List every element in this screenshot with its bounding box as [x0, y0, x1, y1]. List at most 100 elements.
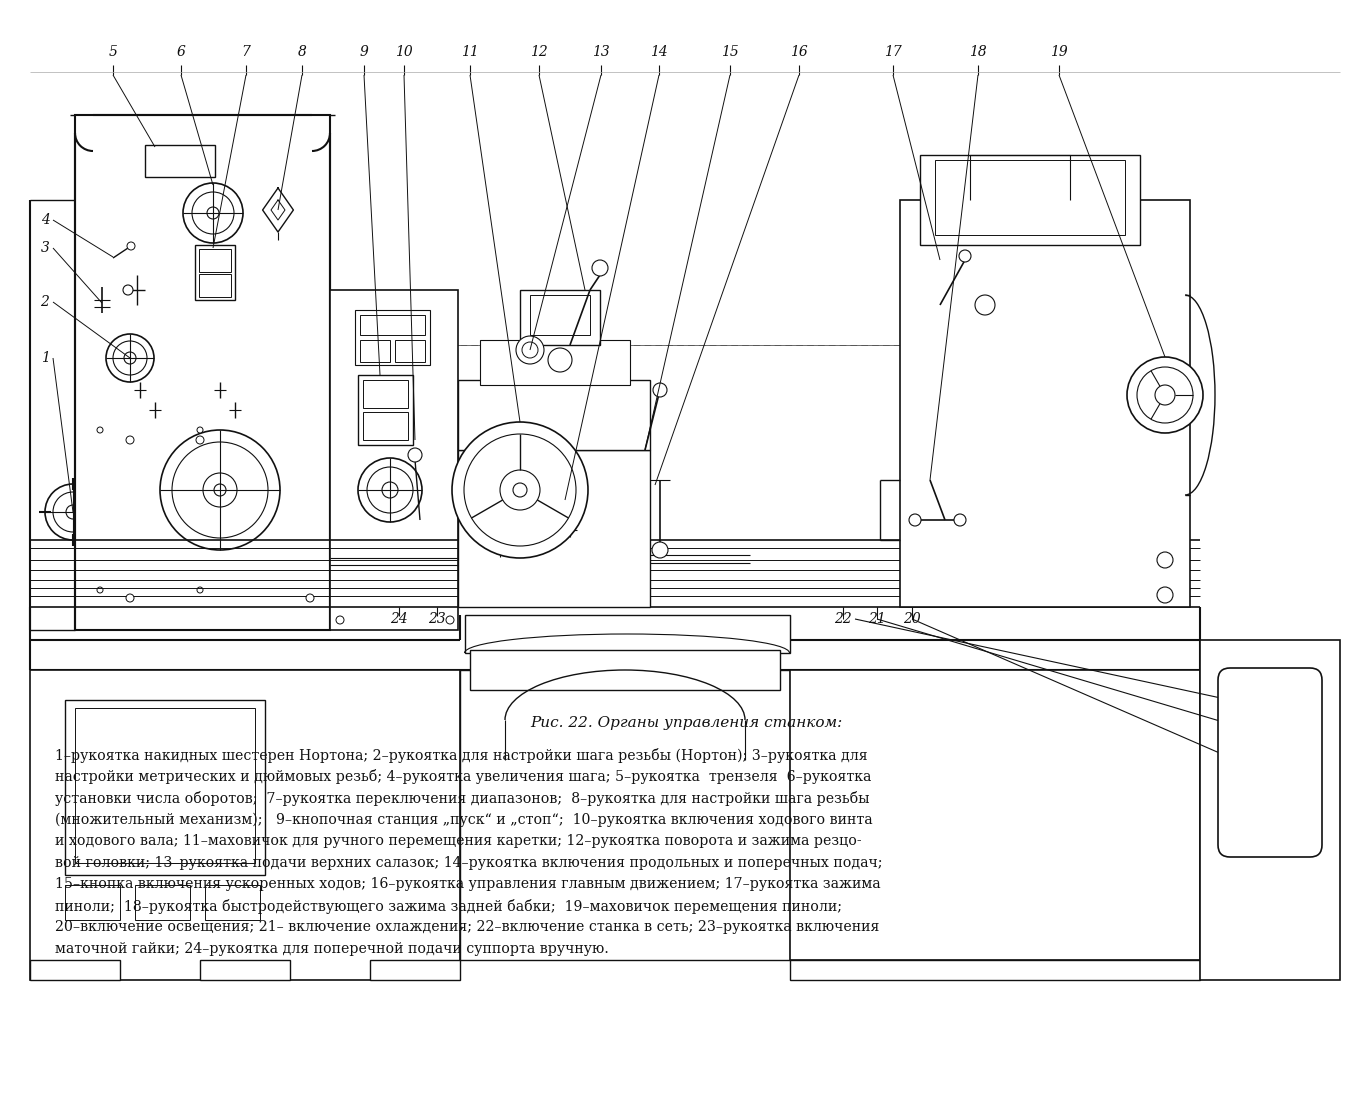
Bar: [458, 450, 650, 607]
Bar: [30, 960, 119, 979]
Bar: [64, 885, 119, 920]
Circle shape: [513, 483, 527, 497]
Circle shape: [1157, 552, 1173, 568]
Circle shape: [1137, 367, 1194, 422]
Circle shape: [381, 482, 398, 497]
Circle shape: [182, 183, 243, 243]
Circle shape: [172, 442, 268, 538]
Circle shape: [547, 495, 558, 505]
Text: 21: 21: [868, 612, 886, 627]
Text: 10: 10: [395, 45, 413, 58]
Text: 22: 22: [834, 612, 852, 627]
Circle shape: [203, 473, 237, 507]
Bar: [134, 885, 189, 920]
Text: (множительный механизм);   9–кнопочная станция „пуск“ и „стоп“;  10–рукоятка вкл: (множительный механизм); 9–кнопочная ста…: [55, 813, 873, 827]
Text: Рис. 22. Органы управления станком:: Рис. 22. Органы управления станком:: [530, 716, 842, 730]
Circle shape: [499, 470, 541, 510]
Bar: [195, 245, 235, 300]
FancyBboxPatch shape: [1218, 668, 1323, 857]
Circle shape: [342, 335, 362, 355]
Circle shape: [557, 482, 573, 497]
Bar: [331, 290, 458, 630]
Circle shape: [451, 422, 589, 558]
Bar: [358, 375, 413, 445]
Circle shape: [66, 505, 80, 520]
Bar: [145, 144, 215, 176]
Bar: [75, 708, 255, 863]
Bar: [364, 413, 407, 440]
Text: 17: 17: [884, 45, 901, 58]
Text: 1: 1: [41, 351, 49, 365]
Circle shape: [591, 260, 608, 276]
Text: 8: 8: [298, 45, 306, 58]
Text: 11: 11: [461, 45, 479, 58]
Circle shape: [959, 250, 971, 263]
Bar: [790, 670, 1200, 960]
Circle shape: [161, 430, 280, 550]
Bar: [370, 960, 460, 979]
Text: 1–рукоятка накидных шестерен Нортона; 2–рукоятка для настройки шага резьбы (Норт: 1–рукоятка накидных шестерен Нортона; 2–…: [55, 748, 867, 763]
Text: 13: 13: [593, 45, 611, 58]
Bar: [1200, 640, 1340, 979]
Circle shape: [198, 587, 203, 593]
Circle shape: [1247, 770, 1264, 786]
Circle shape: [54, 492, 93, 532]
Text: 16: 16: [790, 45, 808, 58]
Text: маточной гайки; 24–рукоятка для поперечной подачи суппорта вручную.: маточной гайки; 24–рукоятка для поперечн…: [55, 942, 609, 955]
Circle shape: [45, 484, 102, 540]
Circle shape: [547, 349, 572, 372]
Text: 20–включение освещения; 21– включение охлаждения; 22–включение станка в сеть; 23: 20–включение освещения; 21– включение ох…: [55, 920, 879, 934]
Circle shape: [192, 192, 235, 234]
Circle shape: [123, 352, 136, 364]
Text: 18: 18: [969, 45, 986, 58]
Bar: [921, 156, 1140, 245]
Circle shape: [106, 334, 154, 382]
Bar: [359, 315, 425, 335]
Text: установки числа оборотов;  7–рукоятка переключения диапазонов;  8–рукоятка для н: установки числа оборотов; 7–рукоятка пер…: [55, 791, 870, 806]
Circle shape: [128, 242, 134, 250]
Circle shape: [1266, 770, 1283, 786]
Text: 20: 20: [903, 612, 921, 627]
Circle shape: [482, 482, 498, 497]
Bar: [900, 200, 1190, 607]
Text: и ходового вала; 11–маховичок для ручного перемещения каретки; 12–рукоятка повор: и ходового вала; 11–маховичок для ручног…: [55, 834, 862, 848]
Bar: [480, 340, 630, 385]
Circle shape: [572, 495, 582, 505]
Text: 15–кнопка включения ускоренных ходов; 16–рукоятка управления главным движением; : 15–кнопка включения ускоренных ходов; 16…: [55, 877, 881, 891]
Circle shape: [1157, 587, 1173, 603]
Circle shape: [910, 514, 921, 526]
Bar: [359, 340, 390, 362]
Circle shape: [560, 507, 569, 517]
Bar: [1240, 695, 1301, 725]
Bar: [460, 670, 790, 960]
Bar: [471, 650, 781, 690]
Bar: [199, 249, 230, 272]
Text: вой головки; 13–рукоятка подачи верхних салазок; 14–рукоятка включения продольны: вой головки; 13–рукоятка подачи верхних …: [55, 856, 882, 869]
Circle shape: [358, 458, 423, 522]
Circle shape: [508, 482, 523, 497]
Text: 4: 4: [41, 213, 49, 227]
Bar: [1240, 732, 1301, 762]
Text: 23: 23: [428, 612, 446, 627]
Circle shape: [306, 595, 314, 602]
Circle shape: [97, 427, 103, 433]
Bar: [465, 615, 790, 653]
Circle shape: [1287, 770, 1303, 786]
Bar: [790, 960, 1200, 979]
Text: 5: 5: [108, 45, 118, 58]
Text: 14: 14: [650, 45, 668, 58]
Circle shape: [123, 285, 133, 295]
Circle shape: [653, 383, 667, 397]
Circle shape: [198, 427, 203, 433]
Bar: [204, 885, 261, 920]
Circle shape: [560, 483, 569, 493]
Circle shape: [516, 336, 545, 364]
Circle shape: [521, 342, 538, 358]
Circle shape: [464, 433, 576, 546]
Circle shape: [366, 467, 413, 513]
Circle shape: [196, 436, 204, 445]
Text: 6: 6: [177, 45, 185, 58]
Bar: [934, 160, 1125, 235]
Text: 12: 12: [530, 45, 547, 58]
Circle shape: [126, 436, 134, 445]
